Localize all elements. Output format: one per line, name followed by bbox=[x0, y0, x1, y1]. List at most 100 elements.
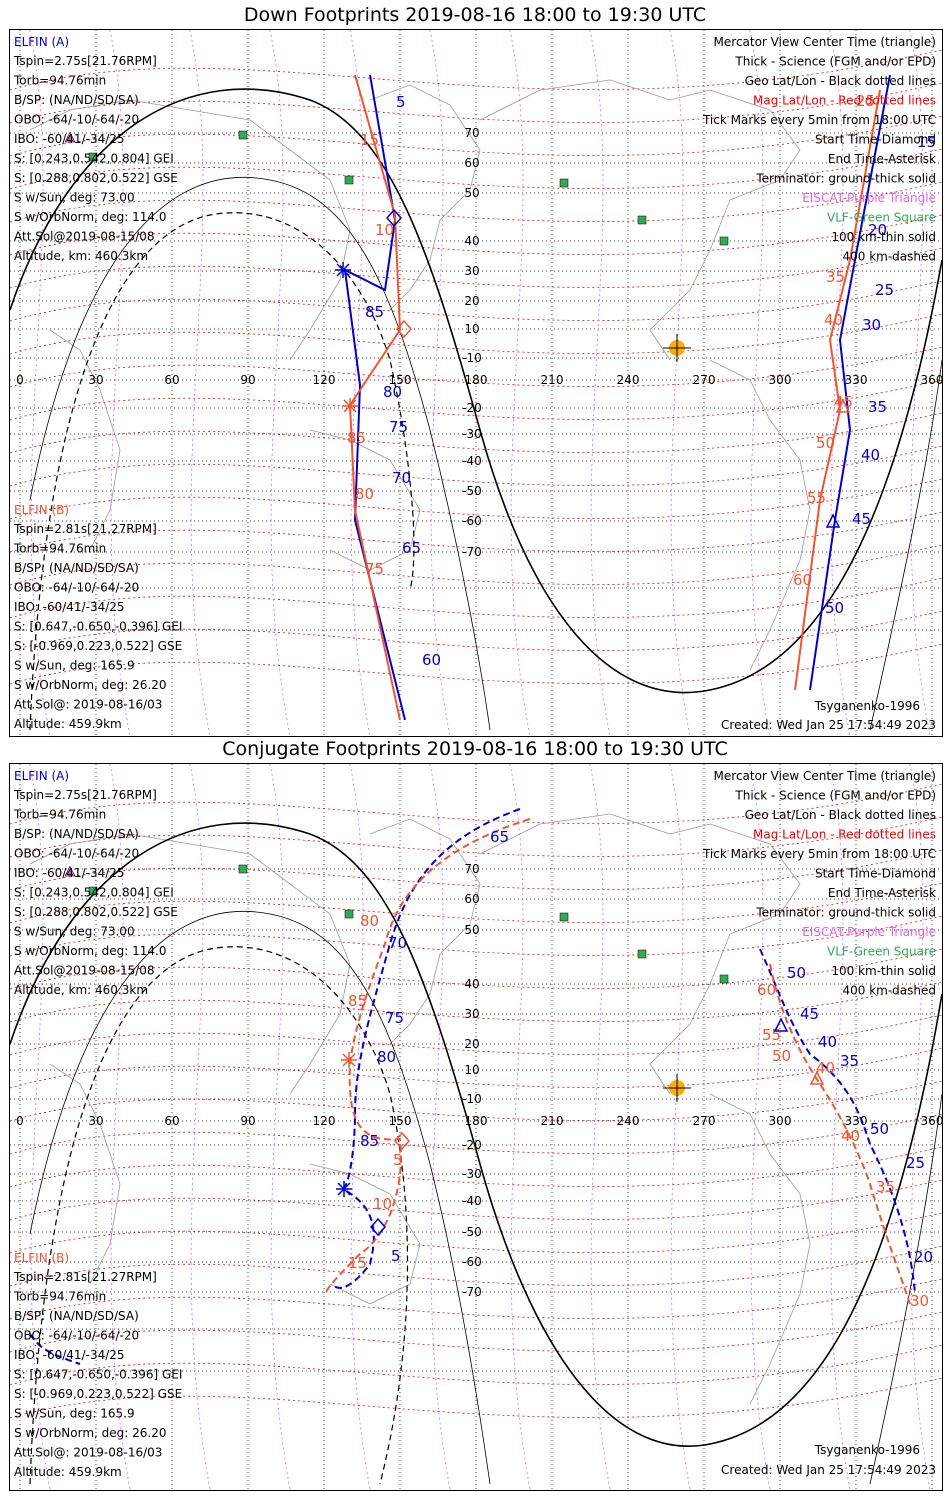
mag-parallel bbox=[9, 981, 943, 1023]
mag-meridian bbox=[909, 763, 931, 1491]
sat-a-line: S: [0.288,0.802,0.522] GSE bbox=[14, 905, 178, 919]
track-a-label: 5 bbox=[396, 93, 406, 111]
mag-meridian bbox=[829, 763, 851, 1491]
track-a-label: 35 bbox=[840, 1052, 859, 1070]
sat-a-line: B/SP: (NA/ND/SD/SA) bbox=[14, 93, 139, 107]
vlf-square bbox=[88, 886, 98, 896]
mag-parallel bbox=[9, 115, 943, 157]
track-b-label: 5 bbox=[393, 1151, 403, 1169]
track-b-label: 55 bbox=[762, 1026, 781, 1044]
track-a-label: 80 bbox=[383, 383, 402, 401]
mag-parallel bbox=[9, 214, 943, 256]
mag-parallel bbox=[9, 643, 943, 685]
lon-tick-label: 300 bbox=[769, 373, 792, 387]
sat-b-name: ELFIN (B) bbox=[14, 503, 69, 517]
sat-a-line: S w/Sun, deg: 73.00 bbox=[14, 925, 135, 939]
sat-a-line: Torb=94.76min bbox=[13, 808, 106, 822]
lon-tick-label: 300 bbox=[769, 1114, 792, 1128]
sat-a-info: ELFIN (A) Tspin=2.75s[21.76RPM] Torb=94.76… bbox=[13, 769, 178, 997]
model-label: Tsyganenko-1996 bbox=[814, 699, 920, 713]
lon-tick-label: 270 bbox=[693, 1114, 716, 1128]
sat-a-line: IBO: -60/41/-34/25 bbox=[14, 866, 125, 880]
start-diamond bbox=[394, 1131, 410, 1151]
map-frame-conjugate: 0 30 60 90 120 150 180 210 240 270 300 330 360 70 60 50… bbox=[9, 763, 943, 1491]
lat-tick-label: 70 bbox=[464, 862, 479, 876]
track-labels: 5 85 80 75 70 65 60 15 10 85 80 75 15 20 25 30 35 40 45 50 2… bbox=[347, 92, 936, 669]
mag-meridian bbox=[109, 763, 131, 1491]
lat-tick-label: -20 bbox=[462, 1138, 482, 1152]
vlf-square bbox=[344, 909, 354, 919]
created-label: Created: Wed Jan 25 17:54:49 2023 bbox=[721, 718, 936, 732]
sat-b-name: ELFIN (B) bbox=[14, 1251, 69, 1265]
sat-b-line: Torb=94.76min bbox=[13, 542, 106, 556]
lon-tick-label: 180 bbox=[465, 1114, 488, 1128]
track-a-label: 45 bbox=[800, 1005, 819, 1023]
mag-parallel bbox=[9, 577, 943, 619]
vlf-square bbox=[637, 215, 647, 225]
legend-item: Tick Marks every 5min from 18:00 UTC bbox=[702, 847, 936, 861]
sat-b-line: Att.Sol@: 2019-08-16/03 bbox=[14, 1446, 162, 1460]
track-b-label: 25 bbox=[856, 92, 875, 110]
track-a-label: 80 bbox=[377, 1048, 396, 1066]
lat-tick-label: -40 bbox=[462, 454, 482, 468]
lon-tick-label: 210 bbox=[541, 373, 564, 387]
lat-tick-label: -50 bbox=[462, 1225, 482, 1239]
mag-parallel bbox=[9, 511, 943, 553]
terminator bbox=[9, 88, 943, 731]
lon-tick-label: 270 bbox=[693, 373, 716, 387]
lon-tick-label: 30 bbox=[88, 1114, 103, 1128]
lat-tick-label: 20 bbox=[464, 294, 479, 308]
mag-parallel bbox=[9, 1344, 943, 1386]
track-b-label: 40 bbox=[816, 1059, 835, 1077]
sat-b-line: Tspin=2.81s[21.27RPM] bbox=[13, 522, 157, 536]
track-b-label: 60 bbox=[757, 981, 776, 999]
sat-b-line: Att.Sol@: 2019-08-16/03 bbox=[14, 698, 162, 712]
track-a-label: 85 bbox=[360, 1132, 379, 1150]
track-a-label: 50 bbox=[825, 599, 844, 617]
sat-a-line: Torb=94.76min bbox=[13, 74, 106, 88]
map-frame-down: 0 30 60 90 120 150 180 210 240 270 300 330 360 70 60 50… bbox=[9, 29, 943, 737]
lon-tick-label: 60 bbox=[164, 373, 179, 387]
lon-tick-label: 330 bbox=[845, 1114, 868, 1128]
vlf-square bbox=[719, 236, 729, 246]
track-b-label: 75 bbox=[365, 560, 384, 578]
track-a-label: 60 bbox=[422, 651, 441, 669]
panel-title-down: Down Footprints 2019-08-16 18:00 to 19:3… bbox=[243, 4, 707, 26]
mag-parallel bbox=[9, 379, 943, 421]
markers bbox=[64, 130, 851, 528]
sat-b-info: ELFIN (B) Tspin=2.81s[21.27RPM] Torb=94.76… bbox=[13, 1251, 182, 1479]
lat-tick-label: -10 bbox=[462, 351, 482, 365]
sat-a-line: Att.Sol@2019-08-15/08 bbox=[14, 964, 155, 978]
lat-tick-label: -60 bbox=[462, 1255, 482, 1269]
lon-tick-label: 240 bbox=[617, 1114, 640, 1128]
axis-labels: 0 30 60 90 120 150 180 210 240 270 300 330 360706050… bbox=[16, 862, 943, 1299]
sat-a-line: Tspin=2.75s[21.76RPM] bbox=[13, 788, 157, 802]
track-a-label: 65 bbox=[402, 539, 421, 557]
track-a-label: 20 bbox=[914, 1248, 933, 1266]
footprint-tracks bbox=[343, 74, 891, 721]
track-b-label: 10 bbox=[373, 1195, 392, 1213]
mag-meridian bbox=[269, 763, 291, 1491]
sat-b-line: OBO: -64/-10/-64/-20 bbox=[14, 581, 139, 595]
lon-tick-label: 90 bbox=[240, 373, 255, 387]
mag-parallel bbox=[9, 148, 943, 190]
track-b-label: 35 bbox=[826, 268, 845, 286]
legend: Mercator View Center Time (triangle) Thic… bbox=[702, 35, 936, 264]
mag-parallel bbox=[9, 280, 943, 322]
mag-meridian bbox=[509, 763, 531, 1491]
legend: Mercator View Center Time (triangle) Thic… bbox=[702, 769, 936, 998]
sat-a-line: S w/OrbNorm, deg: 114.0 bbox=[14, 944, 166, 958]
sat-b-line: Tspin=2.81s[21.27RPM] bbox=[13, 1270, 157, 1284]
lat-tick-label: 40 bbox=[464, 977, 479, 991]
sat-b-line: OBO: -64/-10/-64/-20 bbox=[14, 1329, 139, 1343]
mag-parallel bbox=[9, 1047, 943, 1089]
sat-a-line: Altitude, km: 460.3km bbox=[14, 983, 148, 997]
footprint-tracks bbox=[29, 808, 916, 1365]
sat-a-line: OBO: -64/-10/-64/-20 bbox=[14, 113, 139, 127]
track-a-label: 35 bbox=[868, 398, 887, 416]
sat-a-line: S: [0.243,0.542,0.804] GEI bbox=[14, 152, 174, 166]
lon-tick-label: 0 bbox=[16, 373, 24, 387]
track-a-label: 75 bbox=[385, 1009, 404, 1027]
mag-parallel bbox=[9, 849, 943, 891]
center-triangle bbox=[835, 398, 851, 413]
